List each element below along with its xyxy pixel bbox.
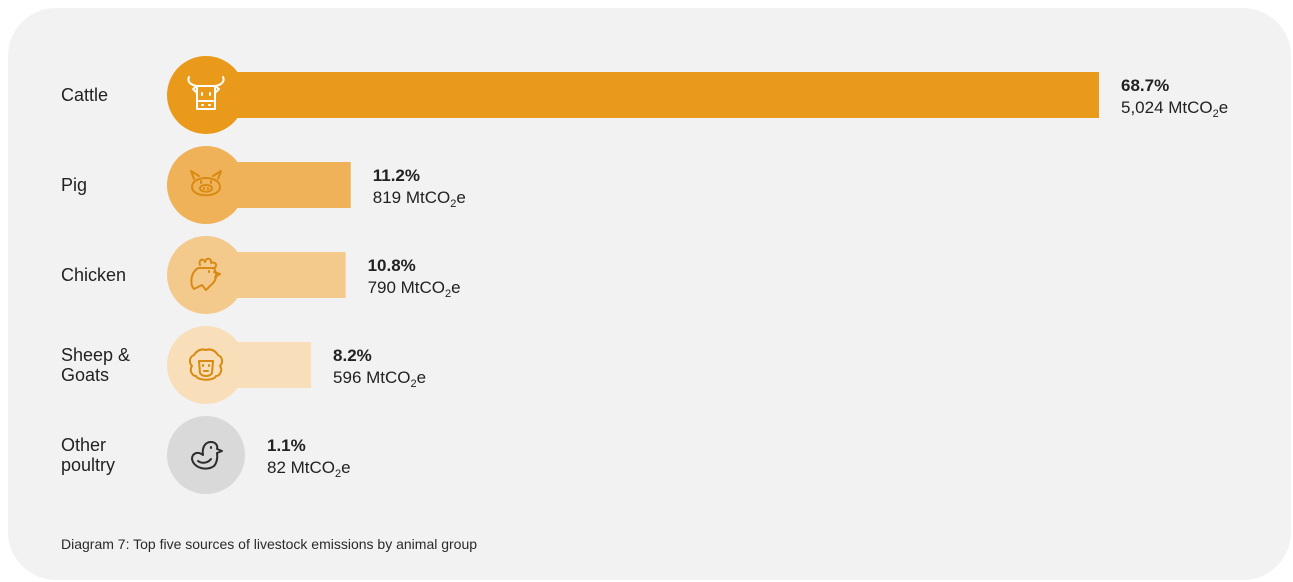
percent-label: 10.8% bbox=[368, 256, 416, 275]
category-label: Pig bbox=[61, 175, 87, 195]
icon-circle bbox=[167, 236, 245, 314]
bar bbox=[205, 72, 1099, 118]
amount-label: 790 MtCO2e bbox=[368, 278, 461, 300]
amount-label: 819 MtCO2e bbox=[373, 188, 466, 210]
sheep-icon bbox=[188, 348, 224, 381]
percent-label: 1.1% bbox=[267, 436, 306, 455]
duck-icon bbox=[191, 441, 223, 470]
category-label: Other bbox=[61, 435, 106, 455]
amount-label: 82 MtCO2e bbox=[267, 458, 351, 480]
bar-row: Sheep &Goats 8.2% 596 MtCO2e bbox=[61, 326, 426, 404]
amount-label: 5,024 MtCO2e bbox=[1121, 98, 1228, 120]
pig-icon bbox=[190, 170, 222, 197]
category-label: Chicken bbox=[61, 265, 126, 285]
icon-circle bbox=[167, 416, 245, 494]
cow-icon bbox=[187, 76, 225, 110]
percent-label: 68.7% bbox=[1121, 76, 1169, 95]
category-label: Goats bbox=[61, 365, 109, 385]
category-label: Sheep & bbox=[61, 345, 130, 365]
bar-row: Cattle 68.7% 5,024 MtCO2e bbox=[61, 56, 1228, 134]
livestock-emissions-chart: Cattle 68.7% 5,024 MtCO2e Pig 11.2% 819 MtCO2… bbox=[61, 56, 1228, 494]
chart-caption: Diagram 7: Top five sources of livestock… bbox=[61, 536, 478, 552]
icon-circle bbox=[167, 56, 245, 134]
category-label: Cattle bbox=[61, 85, 108, 105]
percent-label: 8.2% bbox=[333, 346, 372, 365]
amount-label: 596 MtCO2e bbox=[333, 368, 426, 390]
percent-label: 11.2% bbox=[373, 166, 420, 185]
icon-circle bbox=[167, 326, 245, 404]
category-label: poultry bbox=[61, 455, 115, 475]
chicken-icon bbox=[190, 257, 221, 291]
bar-row: Pig 11.2% 819 MtCO2e bbox=[61, 146, 466, 224]
bar-row: Chicken 10.8% 790 MtCO2e bbox=[61, 236, 461, 314]
